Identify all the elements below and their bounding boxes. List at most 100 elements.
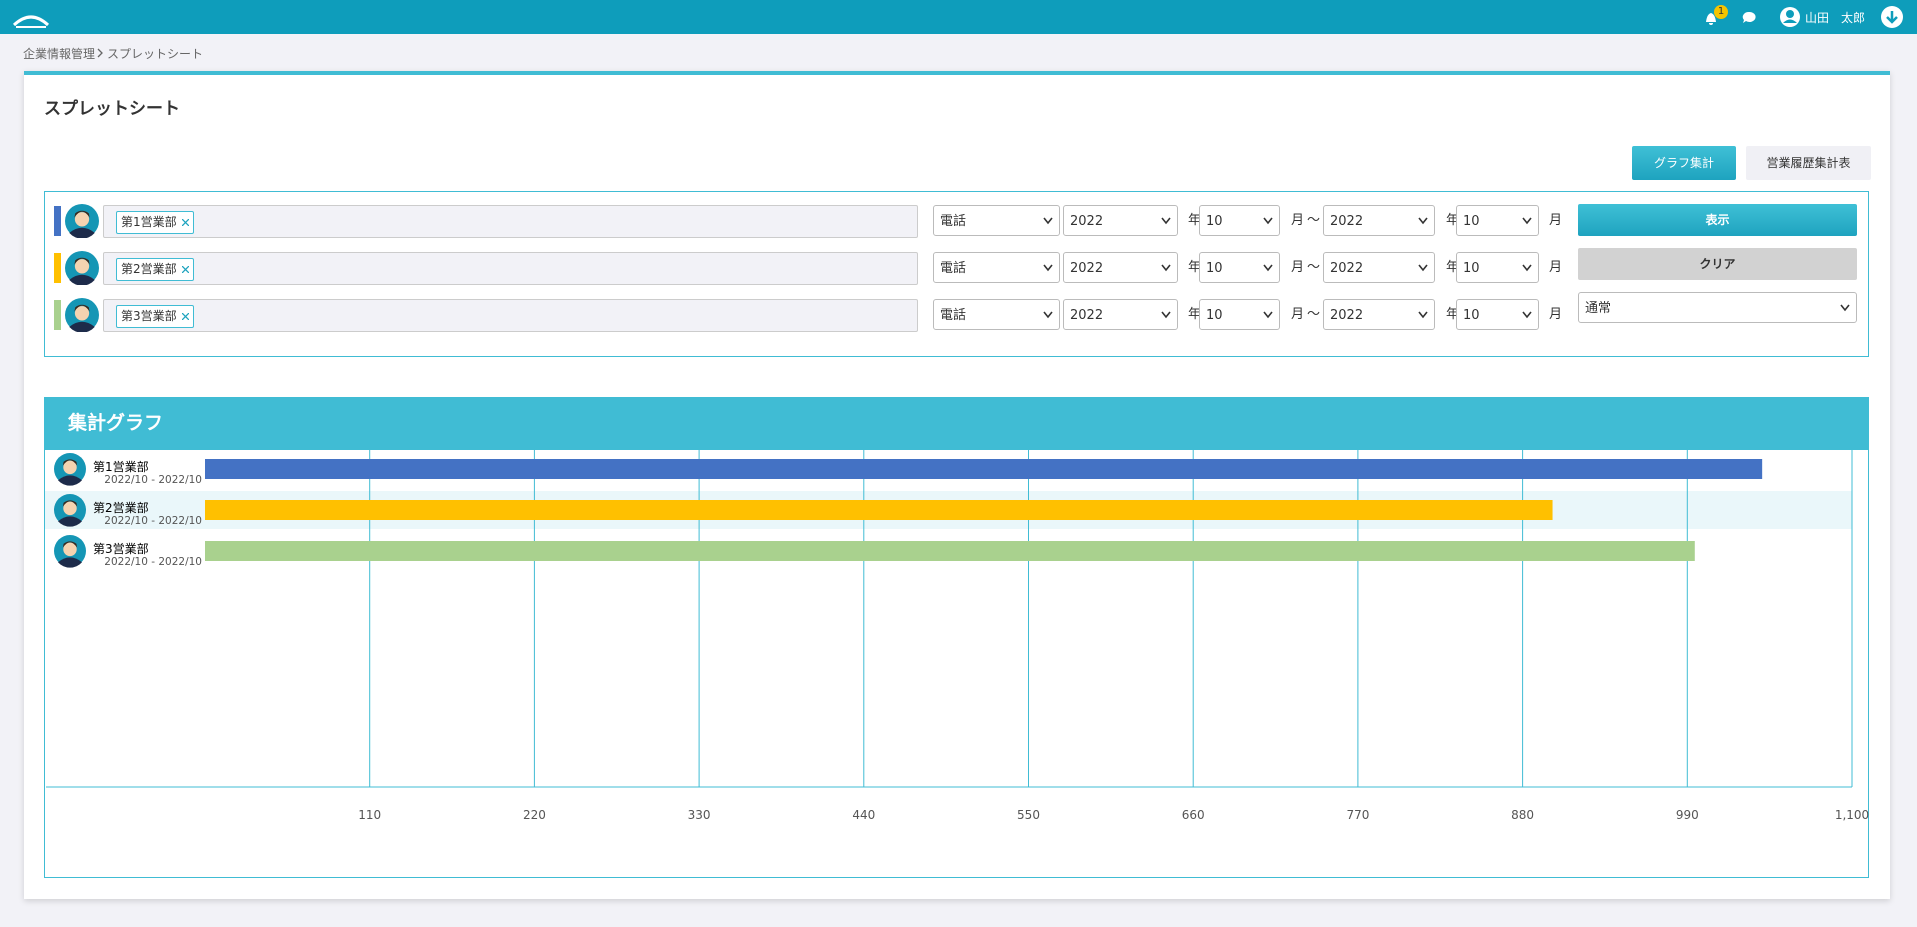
caret [1418,264,1428,272]
breadcrumb-link[interactable]: 企業情報管理 [23,47,96,61]
category-label: 第2営業部 [93,500,149,515]
select[interactable]: 10 [1199,299,1280,330]
select-value: 10 [1463,308,1480,323]
period-label: 2022/10 - 2022/10 [104,474,202,486]
remove-icon[interactable] [181,313,189,320]
x-tick-label: 220 [523,808,546,822]
bar [205,541,1695,561]
department-input[interactable]: 第3営業部 [103,299,918,332]
select-value: 10 [1463,261,1480,276]
avatar-icon [65,251,99,285]
department-tag[interactable]: 第3営業部 [116,305,194,328]
unit-label: 年 [1446,213,1460,228]
caret [1840,304,1850,312]
select[interactable]: 10 [1456,252,1539,283]
top-bar: 1 山田 太郎 [0,0,1917,34]
select-value: 2022 [1330,261,1364,276]
select[interactable]: 10 [1456,205,1539,236]
select-value: 2022 [1070,308,1104,323]
graph-tab[interactable]: グラフ集計 [1632,146,1736,180]
select[interactable]: 10 [1456,299,1539,330]
color-bar [54,253,61,283]
caret [1263,217,1273,225]
logo[interactable] [12,5,50,29]
color-bar [54,206,61,236]
department-tag[interactable]: 第2営業部 [116,258,194,281]
tag-text: 第2営業部 [121,262,177,276]
bell-icon[interactable] [1703,10,1719,26]
caret [1522,217,1532,225]
chart: 集計グラフ 110 220 330 440 550 660 770 880 990 1,100 第1… [44,397,1869,878]
unit-label: 月 [1291,213,1305,228]
caret [1161,217,1171,225]
x-tick-label: 330 [688,808,711,822]
unit-label: 月 [1291,260,1305,275]
select[interactable]: 2022 [1323,252,1435,283]
caret [1418,217,1428,225]
x-tick-label: 660 [1182,808,1205,822]
select-value: 2022 [1070,214,1104,229]
show-button[interactable]: 表示 [1578,204,1857,236]
department-input[interactable]: 第1営業部 [103,205,918,238]
select[interactable]: 電話 [933,205,1060,236]
menu-icon[interactable] [1880,5,1904,29]
department-input[interactable]: 第2営業部 [103,252,918,285]
x-tick-label: 770 [1346,808,1369,822]
select[interactable]: 2022 [1063,252,1178,283]
unit-label: 月 [1549,307,1563,322]
select[interactable]: 2022 [1063,205,1178,236]
mode-value: 通常 [1585,301,1612,316]
avatar-hair [74,304,90,312]
caret [1161,311,1171,319]
unit-label: 年 [1446,260,1460,275]
remove-icon[interactable] [181,219,189,226]
avatar-face [74,306,90,321]
x-tick-label: 880 [1511,808,1534,822]
chat-icon[interactable] [1741,10,1757,26]
color-bar [54,300,61,330]
avatar-body [58,516,82,527]
filter-panel: 第1営業部 電話 2022 年 10 月～ 2022 年 10 月第2営業部 電話 2022 年 10 月～… [44,191,1869,357]
page-title: スプレットシート [44,99,180,119]
avatar-hair [62,459,78,466]
notification-badge: 1 [1714,5,1728,19]
avatar-icon [54,453,86,486]
avatar [65,251,99,285]
select[interactable]: 電話 [933,299,1060,330]
caret [1263,264,1273,272]
unit-label: 月 [1549,213,1563,228]
avatar-face [63,501,77,516]
select[interactable]: 10 [1199,205,1280,236]
select[interactable]: 電話 [933,252,1060,283]
select-value: 2022 [1070,261,1104,276]
user-name[interactable]: 山田 太郎 [1805,11,1866,25]
avatar-hair [74,257,90,265]
avatar-hair [74,210,90,218]
department-tag[interactable]: 第1営業部 [116,211,194,234]
mode-select[interactable]: 通常 [1578,292,1857,323]
avatar-body [58,475,82,486]
avatar-face [74,212,90,227]
chart-title: 集計グラフ [67,411,163,434]
caret [1161,264,1171,272]
category-label: 第1営業部 [93,459,149,474]
caret [1522,264,1532,272]
caret [1263,311,1273,319]
unit-label: 月 [1549,260,1563,275]
user-icon[interactable] [1779,6,1801,28]
select[interactable]: 2022 [1323,205,1435,236]
remove-icon[interactable] [181,266,189,273]
select[interactable]: 10 [1199,252,1280,283]
select-value: 10 [1206,214,1223,229]
select[interactable]: 2022 [1323,299,1435,330]
breadcrumb-chevron [97,48,103,58]
select-value: 10 [1206,261,1223,276]
select[interactable]: 2022 [1063,299,1178,330]
select-value: 電話 [940,308,967,323]
clear-button[interactable]: クリア [1578,248,1857,280]
avatar-face [74,259,90,274]
caret [1043,311,1053,319]
history-tab[interactable]: 営業履歴集計表 [1746,146,1871,180]
select-value: 電話 [940,214,967,229]
